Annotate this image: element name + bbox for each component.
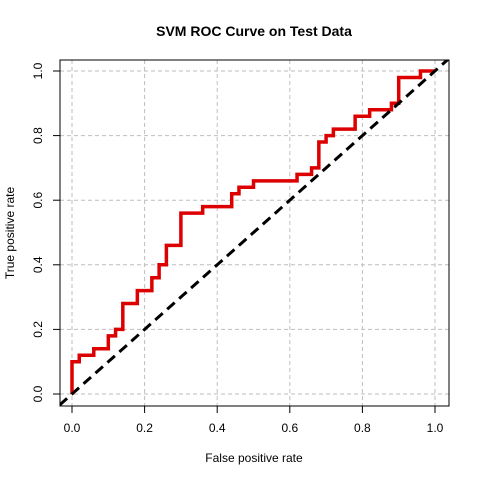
y-tick-label: 0.4: [31, 256, 45, 273]
plot-frame: [59, 59, 450, 407]
x-tick-label: 0.0: [64, 421, 81, 435]
x-tick-label: 0.6: [281, 421, 298, 435]
diagonal-reference-line: [60, 60, 449, 406]
y-tick-label: 1.0: [31, 62, 45, 79]
y-tick-label: 0.6: [31, 192, 45, 209]
x-axis-label: False positive rate: [205, 451, 303, 465]
x-tick-label: 0.4: [209, 421, 226, 435]
y-tick-label: 0.2: [31, 321, 45, 338]
y-tick-label: 0.8: [31, 127, 45, 144]
axis-layer: 0.0 0.2 0.4 0.6 0.8 1.0 0.0 0.2 0.4 0.6 0.8 1.0: [31, 62, 444, 435]
grid-layer: [60, 60, 449, 406]
x-tick-label: 1.0: [427, 421, 444, 435]
roc-curve-line: [70, 69, 435, 394]
x-tick-label: 0.8: [354, 421, 371, 435]
y-axis-label: True positive rate: [3, 187, 17, 280]
x-tick-label: 0.2: [136, 421, 153, 435]
plot-layer: [60, 60, 449, 406]
y-tick-label: 0.0: [31, 385, 45, 402]
chart-title: SVM ROC Curve on Test Data: [156, 23, 352, 39]
